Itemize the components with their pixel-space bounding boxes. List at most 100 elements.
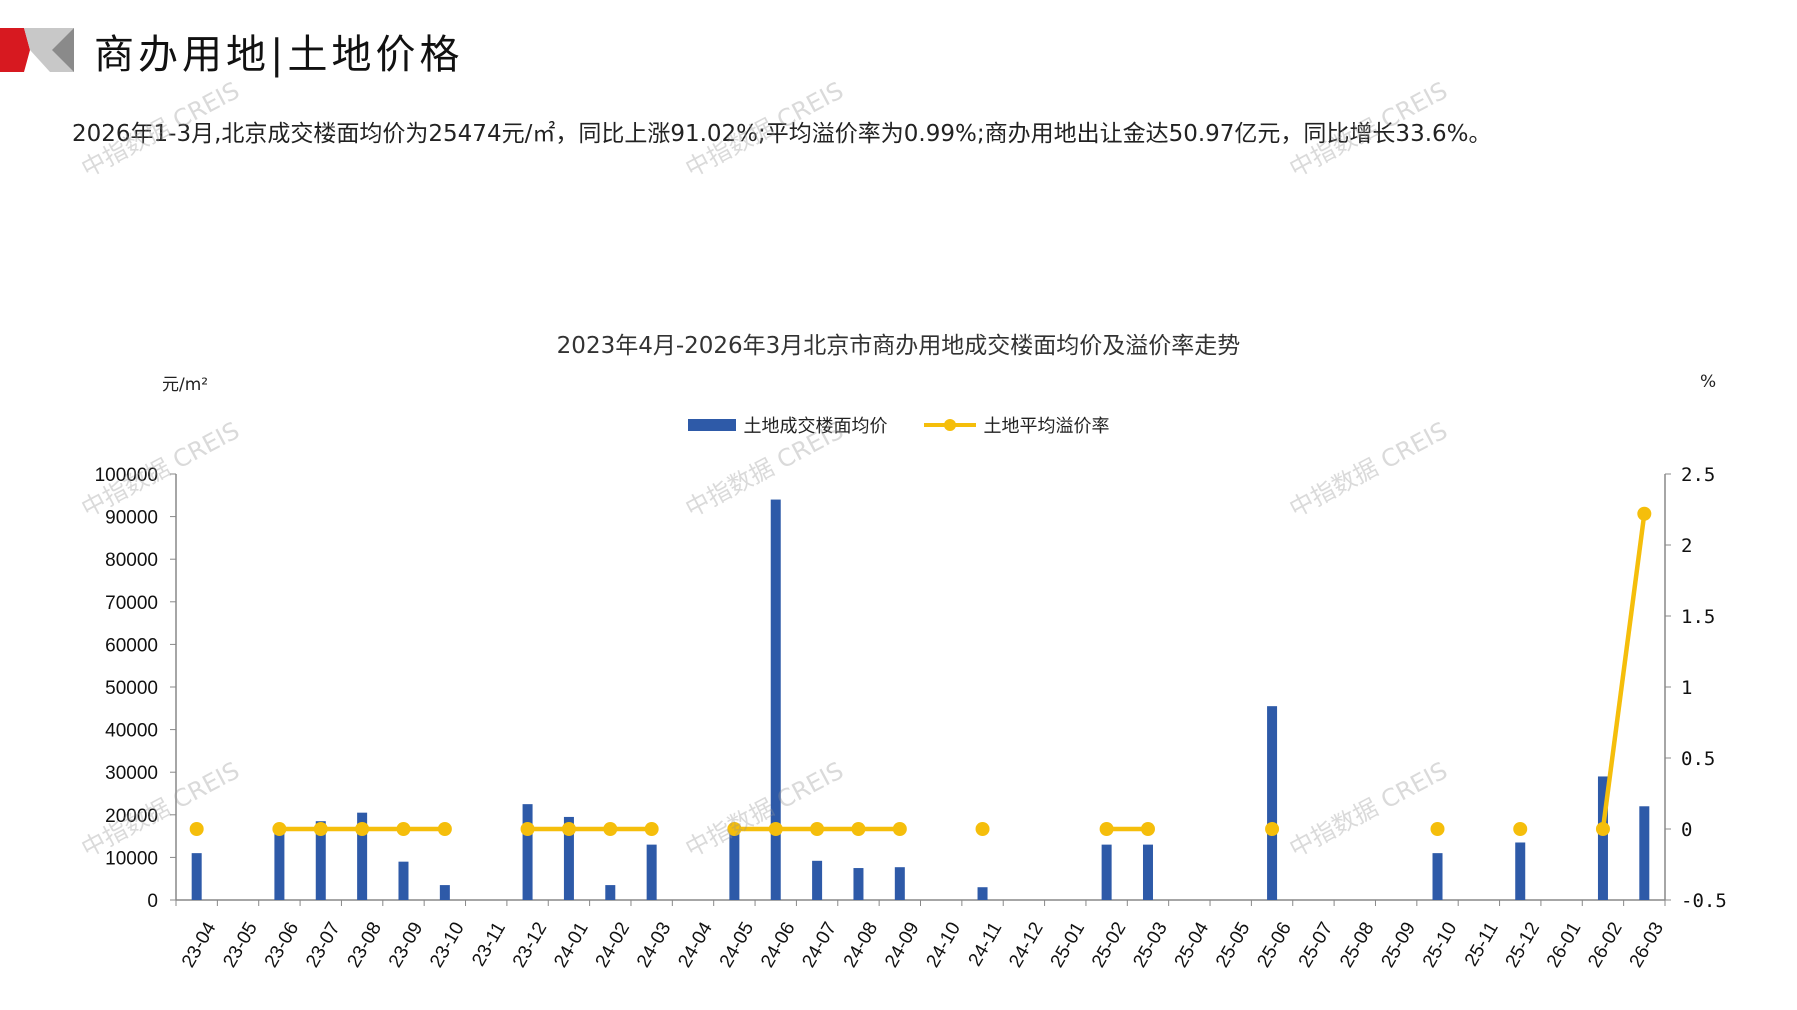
x-tick-label: 23-07 bbox=[302, 919, 344, 972]
point-24-07 bbox=[810, 822, 825, 836]
right-axis-unit: % bbox=[1700, 372, 1717, 392]
x-tick-label: 25-11 bbox=[1461, 919, 1503, 970]
point-25-03 bbox=[1140, 822, 1155, 836]
bar-25-02 bbox=[1101, 844, 1112, 900]
left-tick-label: 20000 bbox=[105, 806, 158, 827]
left-tick-label: 90000 bbox=[105, 508, 158, 529]
point-23-04 bbox=[189, 822, 204, 836]
point-26-02 bbox=[1595, 822, 1610, 836]
left-tick-label: 50000 bbox=[105, 678, 158, 699]
x-tick-label: 24-11 bbox=[965, 919, 1007, 970]
x-tick-label: 26-03 bbox=[1626, 919, 1668, 972]
bar-24-11 bbox=[977, 887, 988, 900]
right-tick-label: 2.5 bbox=[1681, 464, 1715, 486]
x-tick-label: 25-03 bbox=[1129, 919, 1171, 972]
line-segment bbox=[1600, 513, 1647, 830]
bar-24-07 bbox=[812, 860, 823, 900]
point-25-10 bbox=[1430, 822, 1445, 836]
x-tick-label: 25-06 bbox=[1253, 919, 1295, 972]
bar-23-09 bbox=[398, 861, 409, 900]
bar-24-09 bbox=[894, 867, 905, 900]
x-tick-label: 24-04 bbox=[674, 918, 717, 971]
point-23-12 bbox=[520, 822, 535, 836]
bar-23-12 bbox=[522, 804, 533, 900]
bar-23-04 bbox=[191, 853, 202, 900]
bar-26-03 bbox=[1639, 806, 1650, 900]
x-tick-label: 24-05 bbox=[716, 919, 758, 972]
left-tick-label: 70000 bbox=[105, 593, 158, 614]
left-tick-label: 100000 bbox=[95, 465, 158, 486]
left-tick-label: 10000 bbox=[105, 848, 158, 869]
legend-bar: 土地成交楼面均价 bbox=[687, 412, 888, 438]
bar-23-07 bbox=[315, 821, 326, 900]
point-25-02 bbox=[1099, 822, 1114, 836]
point-25-06 bbox=[1265, 822, 1280, 836]
bar-swatch-icon bbox=[687, 419, 736, 431]
right-tick-label: 1.5 bbox=[1681, 606, 1715, 628]
x-tick-label: 23-05 bbox=[219, 919, 261, 972]
bar-24-01 bbox=[563, 816, 574, 900]
x-tick-label: 25-08 bbox=[1336, 919, 1378, 972]
x-tick-label: 23-09 bbox=[385, 919, 427, 972]
point-24-09 bbox=[892, 822, 907, 836]
right-tick-label: 2 bbox=[1681, 535, 1692, 557]
x-tick-label: 25-05 bbox=[1212, 919, 1254, 972]
x-tick-label: 26-02 bbox=[1584, 919, 1626, 972]
brand-logo bbox=[0, 28, 74, 72]
x-tick-label: 25-07 bbox=[1295, 919, 1337, 972]
bar-26-02 bbox=[1597, 776, 1608, 900]
bar-23-10 bbox=[439, 885, 450, 900]
point-25-12 bbox=[1513, 822, 1528, 836]
x-tick-label: 24-09 bbox=[881, 919, 923, 972]
bar-24-02 bbox=[605, 885, 616, 900]
legend: 土地成交楼面均价 土地平均溢价率 bbox=[0, 412, 1797, 438]
x-tick-label: 23-11 bbox=[468, 919, 510, 970]
legend-line-label: 土地平均溢价率 bbox=[983, 416, 1110, 437]
right-tick-label: 0 bbox=[1681, 819, 1692, 841]
x-tick-label: 23-04 bbox=[178, 918, 221, 971]
x-tick-label: 24-01 bbox=[550, 919, 592, 972]
line-swatch-icon bbox=[923, 419, 976, 431]
x-tick-label: 23-08 bbox=[343, 919, 385, 972]
bar-24-06 bbox=[770, 499, 781, 900]
right-tick-label: -0.5 bbox=[1681, 890, 1727, 912]
point-24-02 bbox=[603, 822, 618, 836]
legend-bar-label: 土地成交楼面均价 bbox=[743, 416, 888, 437]
x-tick-label: 24-10 bbox=[923, 919, 965, 972]
legend-line: 土地平均溢价率 bbox=[923, 412, 1110, 438]
x-tick-label: 25-04 bbox=[1171, 918, 1214, 971]
bar-25-03 bbox=[1142, 844, 1153, 900]
bar-24-08 bbox=[853, 868, 864, 900]
x-tick-label: 24-06 bbox=[757, 919, 799, 972]
point-23-10 bbox=[437, 822, 452, 836]
bar-24-05 bbox=[729, 827, 740, 900]
left-tick-label: 60000 bbox=[105, 635, 158, 656]
x-tick-label: 25-02 bbox=[1088, 919, 1130, 972]
x-tick-label: 23-10 bbox=[426, 919, 468, 972]
point-24-05 bbox=[727, 822, 742, 836]
x-tick-label: 24-02 bbox=[592, 919, 634, 972]
point-23-09 bbox=[396, 822, 411, 836]
right-tick-label: 0.5 bbox=[1681, 748, 1715, 770]
x-tick-label: 25-12 bbox=[1502, 919, 1544, 972]
bar-25-10 bbox=[1432, 853, 1443, 900]
x-tick-label: 24-03 bbox=[633, 919, 675, 972]
point-24-11 bbox=[975, 822, 990, 836]
bar-24-03 bbox=[646, 844, 657, 900]
x-tick-label: 26-01 bbox=[1543, 919, 1585, 972]
point-24-06 bbox=[768, 822, 783, 836]
x-tick-label: 25-09 bbox=[1378, 919, 1420, 972]
point-26-03 bbox=[1637, 506, 1652, 521]
x-tick-label: 23-12 bbox=[509, 919, 551, 972]
x-tick-label: 25-01 bbox=[1047, 919, 1089, 972]
x-tick-label: 24-08 bbox=[840, 919, 882, 972]
bar-25-12 bbox=[1515, 842, 1526, 900]
summary-text: 2026年1-3月,北京成交楼面均价为25474元/㎡，同比上涨91.02%;平… bbox=[72, 121, 1492, 147]
left-axis-unit: 元/m² bbox=[162, 375, 209, 395]
point-23-06 bbox=[272, 822, 287, 836]
x-tick-label: 23-06 bbox=[261, 919, 303, 972]
page-title: 商办用地|土地价格 bbox=[94, 32, 464, 78]
left-tick-label: 0 bbox=[147, 891, 158, 912]
point-23-07 bbox=[313, 822, 328, 836]
